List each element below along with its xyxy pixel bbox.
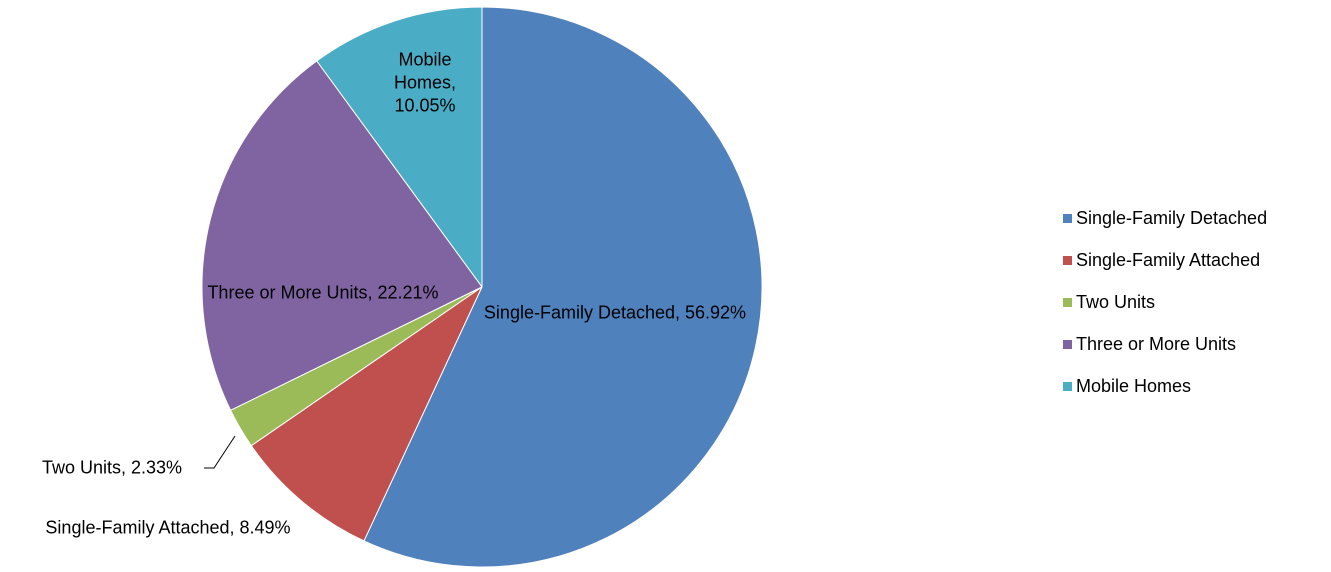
pie-slice [250, 285, 484, 542]
legend-label: Single-Family Detached [1076, 208, 1268, 228]
legend-item: Single-Family Attached [1063, 249, 1260, 271]
legend-swatch [1063, 256, 1072, 265]
legend-swatch [1063, 298, 1072, 307]
legend-label: Two Units [1076, 292, 1156, 312]
pie-slice [316, 6, 483, 289]
legend-item: Single-Family Detached [1063, 207, 1267, 229]
legend-swatch [1063, 340, 1072, 349]
legend-label: Single-Family Attached [1076, 250, 1261, 270]
legend-item: Three or More Units [1063, 333, 1236, 355]
legend-item: Two Units [1063, 291, 1155, 313]
pie-slice [201, 60, 483, 412]
legend-swatch [1063, 214, 1072, 223]
pie-slice [363, 6, 763, 568]
legend-item: Mobile Homes [1063, 375, 1191, 397]
data-label: Single-Family Detached, 56.92% [483, 302, 747, 323]
legend-swatch [1063, 382, 1072, 391]
data-label: Three or More Units, 22.21% [207, 282, 439, 303]
data-label: Mobile Homes, 10.05% [393, 49, 456, 116]
legend-label: Three or More Units [1076, 334, 1237, 354]
legend-label: Mobile Homes [1076, 376, 1192, 396]
data-label: Two Units, 2.33% [41, 457, 183, 478]
data-label: Single-Family Attached, 8.49% [45, 517, 291, 538]
leader-line [204, 435, 236, 469]
